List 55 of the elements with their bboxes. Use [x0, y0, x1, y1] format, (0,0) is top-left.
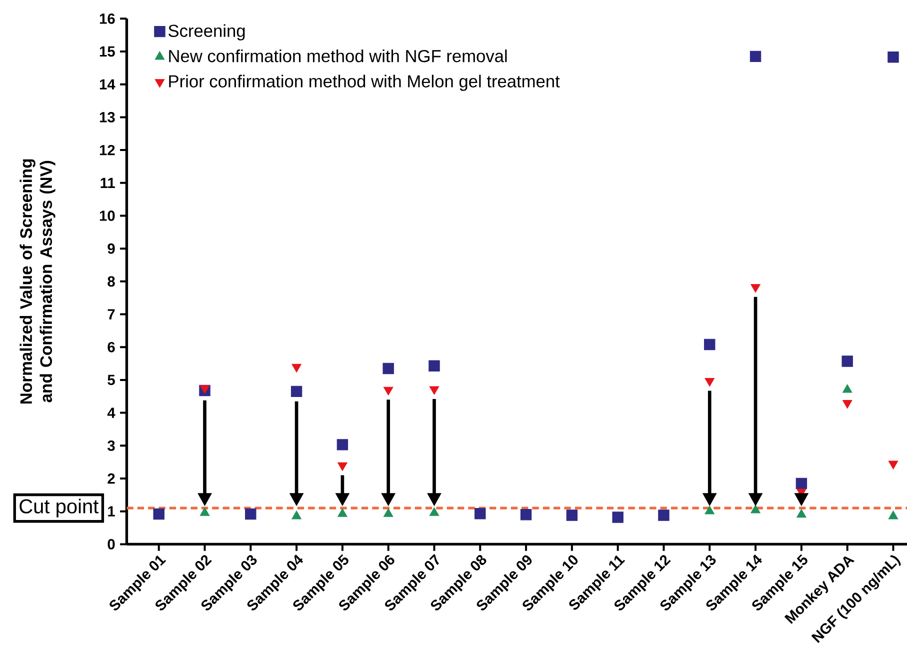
point	[566, 510, 578, 521]
point	[842, 356, 853, 367]
point	[292, 510, 302, 520]
point	[520, 508, 532, 520]
point	[474, 508, 486, 520]
point	[383, 386, 394, 396]
y-tick-label: 13	[100, 112, 115, 122]
y-tick-label: 0	[108, 538, 115, 550]
point	[245, 508, 256, 520]
y-tick-label: 1	[108, 506, 115, 516]
point	[336, 438, 348, 450]
legend-label: Prior confirmation method with Melon gel treatment	[169, 74, 560, 91]
point	[888, 510, 898, 520]
point	[796, 478, 808, 489]
point	[888, 51, 899, 63]
point	[382, 362, 394, 374]
y-tick-label: 16	[100, 13, 115, 24]
y-tick-label: 9	[108, 243, 115, 254]
point	[429, 507, 440, 516]
y-tick-label: 14	[100, 79, 116, 90]
y-tick-label: 10	[100, 210, 115, 221]
y-axis-title: Normalized Value of Screening and Confirmation Assays (NV)	[20, 159, 56, 404]
legend-label: Screening	[168, 24, 245, 40]
y-tick-label: 11	[100, 178, 115, 188]
point	[658, 510, 670, 521]
point	[842, 384, 852, 393]
y-tick-label: 3	[108, 440, 115, 451]
point	[750, 504, 760, 514]
point	[612, 512, 624, 523]
point	[338, 462, 348, 471]
y-tick-label: 4	[107, 408, 116, 418]
point	[292, 364, 302, 372]
y-tick-label: 7	[108, 309, 115, 320]
legend-label: New confirmation method with NGF removal	[169, 49, 507, 62]
y-tick-label: 6	[108, 342, 115, 352]
point	[200, 507, 210, 516]
point	[842, 400, 852, 408]
y-tick-label: 5	[108, 374, 115, 385]
point	[704, 378, 715, 386]
point	[429, 386, 440, 395]
ref-line-label: Cut point	[20, 498, 99, 518]
point	[750, 50, 762, 62]
y-tick-label: 8	[108, 276, 115, 287]
point	[704, 338, 716, 350]
point	[153, 508, 164, 520]
y-tick-label: 12	[100, 144, 115, 156]
y-tick-label: 15	[100, 46, 115, 57]
point	[290, 386, 302, 397]
point	[383, 508, 394, 517]
point	[796, 508, 806, 518]
point	[428, 360, 440, 372]
point	[704, 506, 715, 514]
y-tick-label: 2	[108, 473, 115, 484]
point	[338, 508, 348, 517]
point	[750, 284, 760, 293]
